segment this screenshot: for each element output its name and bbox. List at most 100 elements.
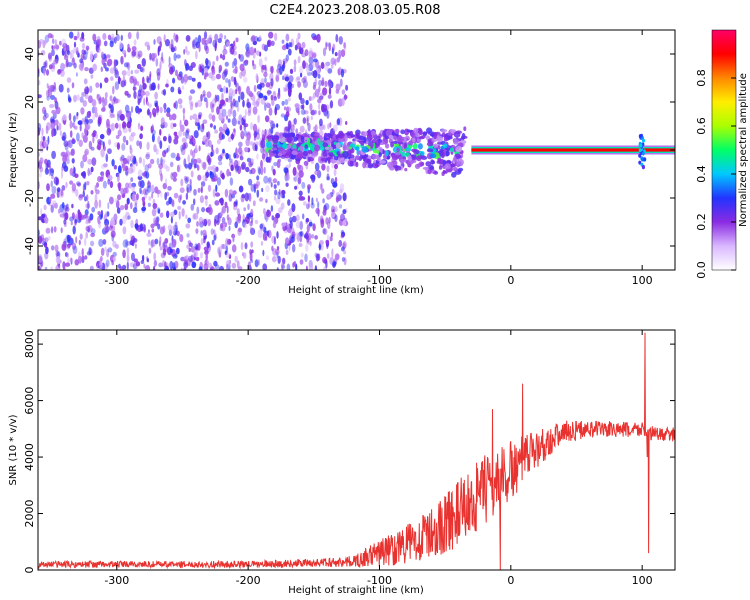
spectrogram-cell (153, 265, 156, 270)
spectrogram-cell (211, 98, 217, 107)
spectrogram-cell (411, 154, 417, 159)
spectrogram-cell (172, 177, 177, 182)
spectrogram-cell (283, 167, 289, 174)
spectrogram-cell (238, 95, 241, 103)
spectrogram-cell (322, 157, 327, 161)
spectrogram-cell (129, 154, 135, 163)
spectrogram-cell (171, 198, 174, 207)
spectrogram-cell (120, 34, 124, 42)
spectrogram-cell (113, 98, 119, 104)
spectrogram-cell (293, 117, 297, 125)
spectrogram-cell (236, 105, 240, 112)
spectrogram-cell (319, 129, 324, 138)
spectrogram-cell (286, 263, 291, 270)
spectrogram-cell (71, 57, 76, 66)
spectrogram-cell (332, 43, 336, 52)
spectrogram-cell (122, 163, 126, 172)
spectrogram-cell (314, 265, 318, 270)
spectrogram-cell (127, 31, 132, 40)
spectrogram-cell (289, 68, 294, 74)
spectrogram-cell (295, 171, 301, 179)
spectrogram-cell (422, 166, 430, 170)
spectrogram-cell (43, 61, 47, 68)
spectrogram-cell (164, 238, 169, 244)
spectrogram-cell (118, 123, 122, 131)
spectrogram-cell (220, 197, 224, 206)
spectrogram-cell (125, 211, 130, 220)
spectrogram-cell (292, 166, 297, 176)
spectrogram-cell (77, 138, 80, 145)
spectrogram-cell (100, 164, 106, 170)
spectrogram-cell (273, 236, 276, 245)
spectrogram-cell (415, 132, 421, 138)
spectrogram-cell (111, 159, 115, 167)
spectrogram-cell (114, 69, 119, 79)
spectrogram-cell (96, 93, 99, 99)
spectrogram-cell (261, 187, 264, 193)
spectrogram-cell (156, 157, 160, 165)
spectrogram-cell (89, 213, 94, 221)
colorbar-tick-label: 0.4 (695, 165, 708, 183)
spectrogram-cell (131, 193, 136, 202)
spectrogram-cell (339, 183, 345, 192)
y-tick-label: 8000 (23, 330, 36, 358)
spectrogram-cell (377, 138, 383, 143)
spectrogram-cell (196, 158, 202, 164)
spectrogram-cell (81, 56, 87, 61)
spectrogram-cell (117, 194, 122, 201)
spectrogram-cell (224, 222, 228, 228)
spectrogram-cell (322, 209, 327, 216)
spectrogram-cell (65, 181, 68, 188)
spectrogram-cell (273, 195, 276, 201)
spectrogram-cell (303, 160, 309, 166)
spectrogram-cell (331, 178, 334, 183)
spectrogram-cell (311, 234, 315, 239)
spectrogram-cell (141, 58, 146, 67)
spectrogram-cell (358, 136, 366, 141)
spectrogram-cell (228, 79, 231, 88)
spectrogram-cell (106, 211, 110, 217)
spectrogram-cell (192, 39, 196, 48)
spectrogram-cell (258, 35, 262, 41)
spectrogram-cell (97, 114, 103, 122)
spectrogram-cell (100, 255, 103, 262)
spectrogram-cell (195, 50, 198, 60)
spectrogram-cell (221, 133, 225, 140)
spectrogram-cell (71, 82, 75, 89)
spectrogram-cell (406, 129, 411, 133)
spectrogram-cell (174, 134, 179, 140)
spectrogram-cell (173, 138, 179, 145)
spectrogram-cell (202, 174, 208, 182)
spectrogram-cell (320, 183, 323, 190)
spectrogram-cell (240, 241, 244, 251)
spectrogram-cell (178, 211, 181, 220)
spectrogram-cell (97, 116, 102, 125)
spectrogram-cell (285, 237, 290, 245)
spectrogram-cell (98, 199, 102, 208)
spectrogram-cell (230, 133, 235, 140)
spectrogram-cell (418, 136, 425, 140)
spectrogram-cell (336, 57, 341, 63)
spectrogram-cell (44, 216, 49, 224)
spectrogram-cell (220, 53, 223, 59)
spectrogram-cell (260, 159, 263, 169)
spectrogram-cell (148, 247, 152, 254)
spectrogram-cell (92, 33, 97, 42)
spectrogram-cell (163, 149, 168, 154)
spectrogram-cell (50, 95, 56, 100)
spectrogram-cell (317, 201, 320, 209)
spectrogram-cell (154, 186, 159, 194)
spectrogram-cell (289, 220, 293, 229)
spectrogram-cell (349, 160, 354, 166)
spectrogram-cell (97, 47, 102, 54)
spectrogram-cell (250, 215, 254, 224)
spectrogram-cell (301, 41, 306, 49)
spectrogram-cell (157, 83, 160, 90)
spectrogram-cell (233, 204, 238, 211)
spectrogram-cell (52, 200, 57, 205)
spectrogram-cell (54, 202, 58, 209)
spectrogram-cell (114, 81, 120, 90)
spectrogram-cell (133, 84, 136, 93)
spectrogram-cell (273, 162, 278, 167)
